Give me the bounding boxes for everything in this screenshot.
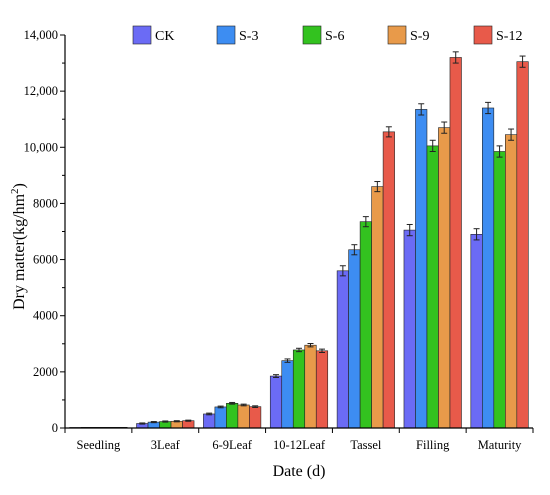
x-category-label: Tassel	[350, 438, 382, 452]
bar-s-3-maturity	[482, 107, 495, 429]
bar-ck-maturity	[470, 234, 483, 429]
legend-swatch-s-12	[473, 25, 493, 45]
bar-s-12-6-9leaf	[249, 406, 262, 429]
y-axis-title: Dry matter(kg/hm2)	[9, 183, 28, 310]
y-tick-label: 0	[52, 421, 58, 435]
y-axis-title-main: Dry matter(kg/hm	[11, 193, 28, 310]
x-axis-title: Date (d)	[273, 463, 326, 480]
bar-s-9-maturity	[505, 134, 518, 429]
x-category-label: Seedling	[77, 438, 121, 452]
x-category-label: 6-9Leaf	[212, 438, 252, 452]
bar-s-9-10-12leaf	[304, 344, 317, 429]
bar-ck-tassel	[336, 270, 349, 429]
legend-label-s-3: S-3	[239, 29, 258, 44]
y-tick-label: 10,000	[24, 140, 58, 154]
bar-s-6-6-9leaf	[226, 402, 239, 429]
legend: CK S-3 S-6 S-9 S-12	[132, 25, 522, 45]
bar-s-6-10-12leaf	[292, 349, 306, 429]
x-category-label: 10-12Leaf	[273, 438, 326, 452]
x-category-label: 3Leaf	[151, 438, 181, 452]
legend-label-s-6: S-6	[325, 29, 344, 44]
bar-ck-6-9leaf	[203, 413, 216, 429]
bar-s-3-6-9leaf	[214, 406, 227, 429]
y-axis-title-close: )	[11, 183, 28, 188]
bar-s-6-maturity	[493, 151, 506, 429]
bar-s-3-tassel	[348, 249, 361, 429]
bar-s-9-6-9leaf	[237, 404, 250, 429]
bar-s-12-10-12leaf	[315, 350, 329, 429]
bar-s-3-10-12leaf	[281, 360, 294, 429]
x-category-label: Maturity	[478, 438, 522, 452]
bar-s-12-3leaf	[182, 420, 195, 429]
bar-s-3-filling	[415, 109, 428, 429]
bar-s-9-tassel	[371, 186, 384, 429]
bar-ck-10-12leaf	[269, 375, 283, 429]
bar-s-6-tassel	[359, 221, 372, 429]
legend-label-s-9: S-9	[410, 29, 429, 44]
legend-swatch-s-3	[216, 25, 236, 45]
y-tick-label: 4000	[33, 309, 58, 323]
bar-s-12-tassel	[382, 131, 395, 429]
y-tick-label: 14,000	[24, 28, 58, 42]
plot-area	[69, 51, 529, 429]
x-category-label: Filling	[416, 438, 450, 452]
y-tick-label: 2000	[33, 365, 58, 379]
bar-s-12-filling	[449, 57, 462, 429]
bar-s-9-filling	[438, 127, 451, 429]
y-tick-label: 8000	[33, 196, 58, 210]
legend-label-s-12: S-12	[496, 29, 522, 44]
bar-ck-filling	[403, 229, 416, 429]
y-tick-label: 12,000	[24, 84, 58, 98]
y-tick-label: 6000	[33, 253, 58, 267]
bar-s-6-filling	[426, 145, 439, 429]
bar-s-12-maturity	[516, 61, 529, 429]
legend-swatch-s-9	[387, 25, 407, 45]
legend-swatch-s-6	[302, 25, 322, 45]
legend-swatch-ck	[132, 25, 152, 45]
axes: 0 2000 4000 6000 8000 10,000 12,000 14,000 Seedl…	[24, 28, 534, 452]
legend-label-ck: CK	[155, 29, 174, 44]
y-axis-title-superscript: 2	[9, 188, 21, 194]
